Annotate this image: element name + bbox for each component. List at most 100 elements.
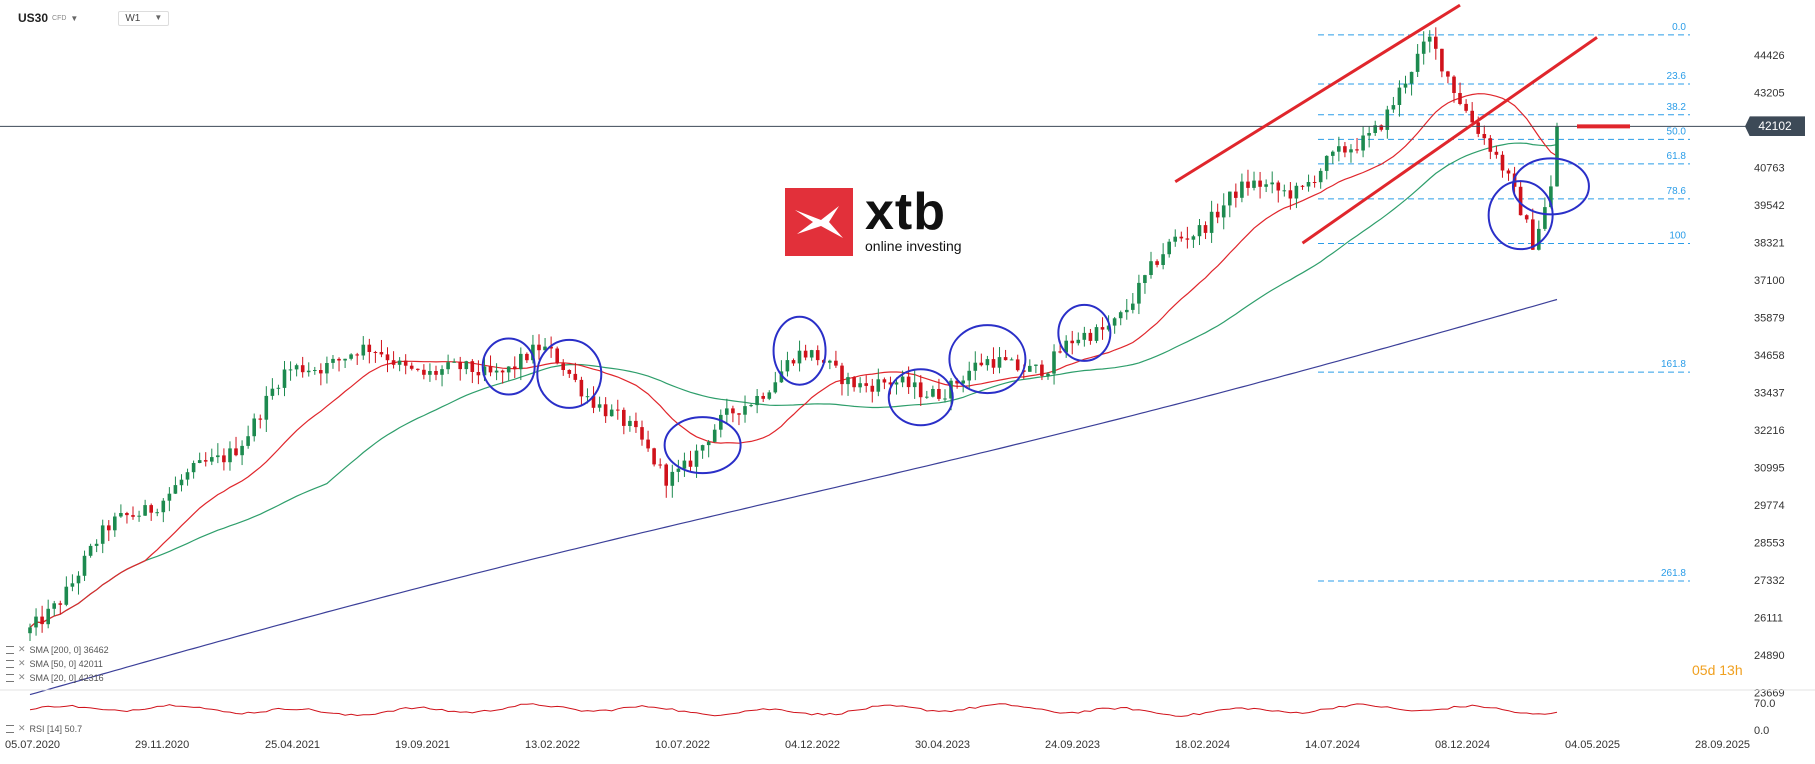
timeframe-selector[interactable]: W1 ▼ <box>118 10 170 26</box>
logo-tagline: online investing <box>865 238 962 254</box>
candle-body <box>216 455 220 458</box>
candle-body <box>1537 228 1541 250</box>
candle-body <box>828 360 832 363</box>
rsi-legend[interactable]: ✕ RSI [14] 50.7 <box>6 723 82 734</box>
candle-body <box>385 354 390 361</box>
candle-body <box>1046 373 1050 376</box>
candle-body <box>852 377 856 388</box>
candle-body <box>979 362 984 366</box>
close-icon[interactable]: ✕ <box>18 658 26 668</box>
candle-body <box>1264 184 1268 187</box>
candle-body <box>288 369 293 371</box>
sma20-line <box>29 93 1558 628</box>
candle-body <box>1052 351 1056 374</box>
price-axis-label: 35879 <box>1754 313 1785 325</box>
candle-body <box>500 370 505 373</box>
sma200-legend[interactable]: ✕ SMA [200, 0] 36462 <box>6 644 109 655</box>
candle-body <box>149 505 153 513</box>
candle-body <box>373 352 378 353</box>
candle-body <box>585 396 590 398</box>
price-axis-label: 34658 <box>1754 350 1785 362</box>
candle-body <box>1312 182 1317 183</box>
annotation-circle <box>1511 157 1590 216</box>
candle-body <box>700 445 705 451</box>
candle-body <box>1240 181 1244 198</box>
candle-body <box>464 361 469 370</box>
candle-body <box>440 369 444 375</box>
candle-body <box>1270 182 1274 185</box>
close-icon[interactable]: ✕ <box>18 644 26 654</box>
price-axis-label: 37100 <box>1754 275 1785 287</box>
candle-body <box>1015 359 1020 371</box>
candle-body <box>355 354 359 356</box>
candle-body <box>591 396 596 408</box>
xtb-logo: xtb online investing <box>785 186 962 256</box>
close-icon[interactable]: ✕ <box>18 672 26 682</box>
candle-body <box>155 512 159 514</box>
candle-body <box>331 358 335 363</box>
candle-body <box>1288 190 1293 199</box>
settings-icon[interactable] <box>6 659 14 668</box>
candle-body <box>1094 327 1099 341</box>
candle-body <box>925 396 929 398</box>
candle-body <box>113 516 117 531</box>
candle-body <box>40 616 44 625</box>
settings-icon[interactable] <box>6 673 14 682</box>
annotation-circle <box>1057 303 1112 362</box>
candle-body <box>234 448 238 456</box>
candle-body <box>537 344 541 351</box>
countdown-hours: 13 <box>1719 662 1735 678</box>
candle-body <box>1246 181 1250 188</box>
candle-body <box>270 388 275 396</box>
candle-body <box>1034 364 1038 366</box>
price-axis-label: 39542 <box>1754 200 1785 212</box>
sma50-line <box>29 142 1558 628</box>
candle-body <box>603 404 608 417</box>
candle-body <box>1531 219 1535 250</box>
candle-body <box>1185 238 1190 240</box>
fib-level-label: 61.8 <box>1667 151 1687 162</box>
candle-body <box>482 366 487 376</box>
candle-body <box>1082 332 1087 340</box>
candle-body <box>900 376 905 383</box>
candle-body <box>906 376 911 388</box>
candle-body <box>1524 215 1529 220</box>
candle-body <box>761 396 765 399</box>
candle-body <box>1427 36 1432 42</box>
candle-body <box>1470 110 1474 123</box>
candle-body <box>167 493 172 501</box>
countdown-d: d <box>1707 662 1716 678</box>
candle-body <box>1458 93 1462 104</box>
rsi-axis-label: 0.0 <box>1754 725 1769 737</box>
candle-body <box>470 361 475 372</box>
settings-icon[interactable] <box>6 645 14 654</box>
candle-body <box>173 485 178 494</box>
symbol-selector[interactable]: US30 CFD ▼ <box>18 11 78 25</box>
candle-body <box>1361 135 1365 151</box>
candle-body <box>937 389 941 399</box>
rsi-label: RSI [14] 50.7 <box>29 723 83 734</box>
close-icon[interactable]: ✕ <box>18 723 26 733</box>
candle-body <box>858 383 862 388</box>
candle-body <box>876 379 881 392</box>
candle-body <box>943 398 947 400</box>
candle-body <box>434 371 438 375</box>
candle-body <box>797 350 802 364</box>
candle-body <box>137 515 141 517</box>
sma50-legend[interactable]: ✕ SMA [50, 0] 42011 <box>6 658 103 669</box>
candle-body <box>640 427 644 440</box>
candle-body <box>1112 318 1117 326</box>
sma20-legend[interactable]: ✕ SMA [20, 0] 42316 <box>6 672 104 683</box>
candle-body <box>1343 146 1347 153</box>
fib-level-label: 261.8 <box>1661 568 1686 579</box>
rsi-layer: 70.0 0.0 <box>29 698 1775 737</box>
candle-body <box>628 420 632 426</box>
candle-body <box>1549 186 1553 208</box>
candle-body <box>961 380 965 384</box>
candle-body <box>882 379 887 383</box>
candle-body <box>609 409 614 417</box>
settings-icon[interactable] <box>6 724 14 733</box>
candle-body <box>506 366 511 373</box>
